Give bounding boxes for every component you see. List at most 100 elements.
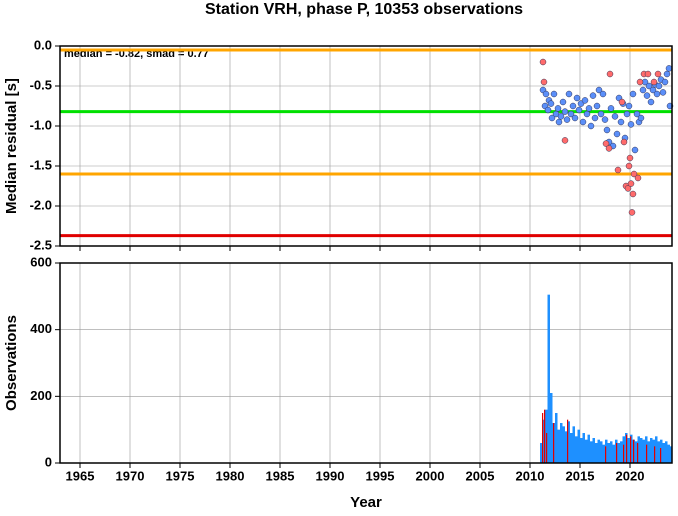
x-tick-label: 1975 (166, 468, 195, 483)
point (659, 89, 667, 96)
point (628, 209, 636, 216)
y-axis-label: Median residual [s] (3, 78, 20, 214)
bar (542, 413, 544, 463)
point (607, 105, 615, 112)
point (567, 110, 575, 118)
bar (665, 441, 668, 463)
point (625, 102, 633, 110)
bar (557, 429, 560, 463)
y-tick-label: -1.0 (30, 117, 52, 132)
x-tick-label: 1990 (316, 468, 345, 483)
bar (660, 439, 663, 463)
x-axis-label: Year (350, 494, 382, 511)
x-tick-label: 2020 (616, 468, 645, 483)
bar (575, 436, 578, 463)
y-tick-label: 400 (30, 321, 52, 336)
point (603, 126, 611, 134)
point (613, 130, 621, 138)
bar (647, 441, 650, 463)
y-axis-label: Observations (3, 315, 20, 411)
bar (642, 439, 645, 463)
point (637, 114, 645, 122)
bar (626, 434, 628, 463)
point (593, 102, 601, 110)
bar (612, 444, 615, 463)
bar (565, 431, 568, 463)
point (571, 114, 579, 122)
bar (550, 393, 553, 463)
point (620, 138, 628, 146)
bar (662, 443, 665, 463)
point (623, 110, 631, 118)
bar (654, 446, 656, 463)
point (634, 174, 642, 182)
bar (605, 439, 608, 463)
y-tick-label: -1.5 (30, 157, 52, 172)
bar (633, 439, 635, 463)
bar (667, 444, 670, 463)
bar (616, 443, 618, 463)
bar (627, 438, 630, 463)
y-tick-label: -2.5 (30, 237, 52, 252)
x-tick-label: 2005 (466, 468, 495, 483)
x-tick-label: 2015 (566, 468, 595, 483)
point (587, 122, 595, 130)
point (583, 110, 591, 118)
y-tick-label: -0.5 (30, 77, 52, 92)
point (563, 116, 571, 123)
bar (555, 413, 558, 463)
point (544, 106, 552, 114)
bar (660, 448, 662, 463)
point (633, 110, 641, 118)
point (559, 98, 567, 106)
y-tick-label: 200 (30, 388, 52, 403)
point (539, 58, 547, 66)
bar (617, 443, 620, 463)
point (579, 118, 587, 126)
bar (637, 436, 640, 463)
chart-title: Station VRH, phase P, 10353 observations (205, 1, 523, 18)
bar (646, 444, 648, 463)
point (627, 180, 635, 187)
point (550, 90, 558, 98)
point (647, 98, 655, 106)
point (606, 70, 614, 78)
point (661, 78, 669, 86)
point (548, 114, 556, 122)
point (555, 118, 563, 126)
x-tick-label: 2000 (416, 468, 445, 483)
point (655, 82, 663, 90)
point (569, 102, 577, 110)
bar (620, 441, 623, 463)
point (636, 78, 644, 86)
point (624, 185, 632, 192)
x-tick-label: 1985 (266, 468, 295, 483)
point (540, 78, 548, 86)
point (561, 137, 569, 144)
bar (655, 436, 658, 463)
bar (650, 438, 653, 463)
bar (572, 426, 575, 463)
bar (544, 409, 546, 463)
bar (635, 441, 638, 463)
point (601, 116, 609, 123)
y-tick-label: 0.0 (34, 37, 52, 52)
bar (570, 433, 573, 463)
bar (592, 438, 595, 463)
bar (577, 429, 580, 463)
point (554, 105, 562, 112)
x-tick-label: 2010 (516, 468, 545, 483)
point (663, 70, 671, 78)
point (581, 97, 589, 104)
point (631, 146, 639, 154)
point (649, 86, 657, 94)
bar (600, 441, 603, 463)
point (599, 90, 607, 98)
point (630, 170, 638, 178)
bar (567, 421, 570, 463)
point (561, 108, 569, 115)
x-tick-label: 1995 (366, 468, 395, 483)
point (547, 100, 555, 107)
plot-frame (59, 262, 673, 464)
